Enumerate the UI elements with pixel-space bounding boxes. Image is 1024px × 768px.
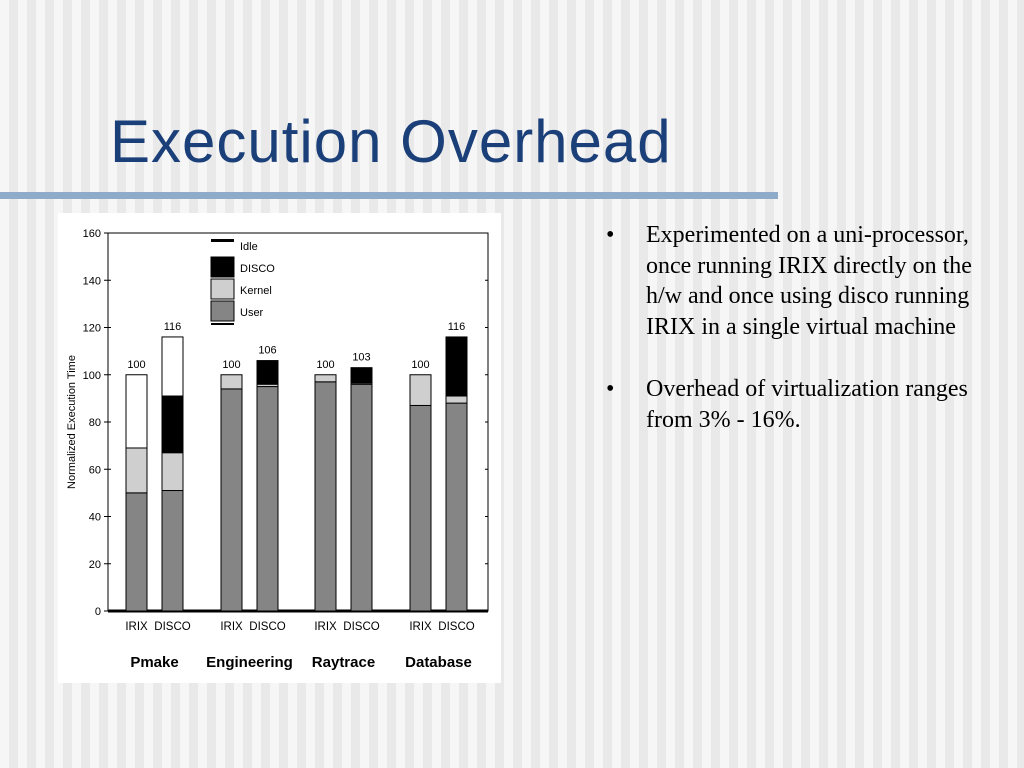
bar-category-label: DISCO xyxy=(154,621,190,633)
bar-segment-idle xyxy=(125,374,148,449)
group-label: Engineering xyxy=(206,654,293,671)
bar-segment-user xyxy=(445,402,468,612)
bar-category-label: IRIX xyxy=(409,621,432,633)
bar-category-label: IRIX xyxy=(125,621,148,633)
bar-segment-kernel xyxy=(161,452,184,492)
bar-category-label: IRIX xyxy=(220,621,243,633)
bar-category-label: DISCO xyxy=(438,621,474,633)
y-axis-label: Normalized Execution Time xyxy=(66,355,78,489)
bar-segment-disco xyxy=(161,395,184,454)
bar-total-label: 100 xyxy=(411,359,429,371)
chart-panel: 0 20 40 60 80 100 120 140 160 Normalized Executio… xyxy=(58,213,501,683)
execution-time-chart: 0 20 40 60 80 100 120 140 160 Normalized Executio… xyxy=(66,228,489,671)
y-tick-label: 160 xyxy=(83,228,101,240)
bullet-item: • Overhead of virtualization ranges from… xyxy=(604,374,984,435)
y-tick-label: 80 xyxy=(89,417,101,429)
bar-segment-user xyxy=(220,388,243,612)
y-tick-label: 0 xyxy=(95,606,101,618)
legend-label: Kernel xyxy=(240,285,272,297)
y-tick-label: 140 xyxy=(83,275,101,287)
bar-category-label: DISCO xyxy=(249,621,285,633)
bar-segment-kernel xyxy=(220,374,243,390)
bar-segment-disco xyxy=(256,360,279,385)
bar-total-label: 106 xyxy=(258,345,276,357)
bar-total-label: 100 xyxy=(127,359,145,371)
bar-category-label: IRIX xyxy=(314,621,337,633)
legend-swatch-kernel xyxy=(210,278,235,300)
page-title: Execution Overhead xyxy=(110,108,672,175)
y-tick-label: 40 xyxy=(89,512,101,524)
y-tick-label: 20 xyxy=(89,559,101,571)
bar-segment-idle xyxy=(161,336,184,397)
bar-segment-user xyxy=(314,381,337,612)
bullet-marker: • xyxy=(606,376,615,402)
bullet-list: • Experimented on a uni-processor, once … xyxy=(604,220,984,467)
legend-bottom-rule xyxy=(211,323,234,325)
bar-total-label: 116 xyxy=(448,321,466,333)
legend-swatch-disco xyxy=(210,256,235,278)
legend-label: DISCO xyxy=(240,263,275,275)
bar-segment-user xyxy=(161,490,184,612)
bar-total-label: 116 xyxy=(164,321,182,333)
group-label: Raytrace xyxy=(312,654,375,671)
bar-total-label: 100 xyxy=(316,359,334,371)
bar-segment-user xyxy=(125,492,148,612)
legend-swatch-idle xyxy=(211,239,234,242)
bar-total-label: 100 xyxy=(222,359,240,371)
bullet-marker: • xyxy=(606,222,615,248)
bar-segment-disco xyxy=(445,336,468,397)
bar-segment-kernel xyxy=(445,395,468,404)
bar-segment-user xyxy=(350,383,373,612)
bullet-item: • Experimented on a uni-processor, once … xyxy=(604,220,984,342)
group-label: Pmake xyxy=(130,654,178,671)
bar-segment-user xyxy=(256,386,279,612)
bar-category-label: DISCO xyxy=(343,621,379,633)
group-label: Database xyxy=(405,654,472,671)
y-tick-label: 60 xyxy=(89,464,101,476)
bar-segment-user xyxy=(409,404,432,612)
legend-label: User xyxy=(240,307,264,319)
legend-swatch-user xyxy=(210,300,235,322)
y-tick-label: 100 xyxy=(83,370,101,382)
legend-label: Idle xyxy=(240,241,258,253)
bullet-text: Experimented on a uni-processor, once ru… xyxy=(646,222,972,340)
bar-segment-kernel xyxy=(125,447,148,494)
y-tick-label: 120 xyxy=(83,323,101,335)
title-divider xyxy=(0,192,778,199)
bar-segment-disco xyxy=(350,367,373,384)
bar-total-label: 103 xyxy=(352,352,370,364)
bullet-text: Overhead of virtualization ranges from 3… xyxy=(646,376,968,433)
bar-segment-kernel xyxy=(314,374,337,383)
bar-segment-kernel xyxy=(409,374,432,406)
